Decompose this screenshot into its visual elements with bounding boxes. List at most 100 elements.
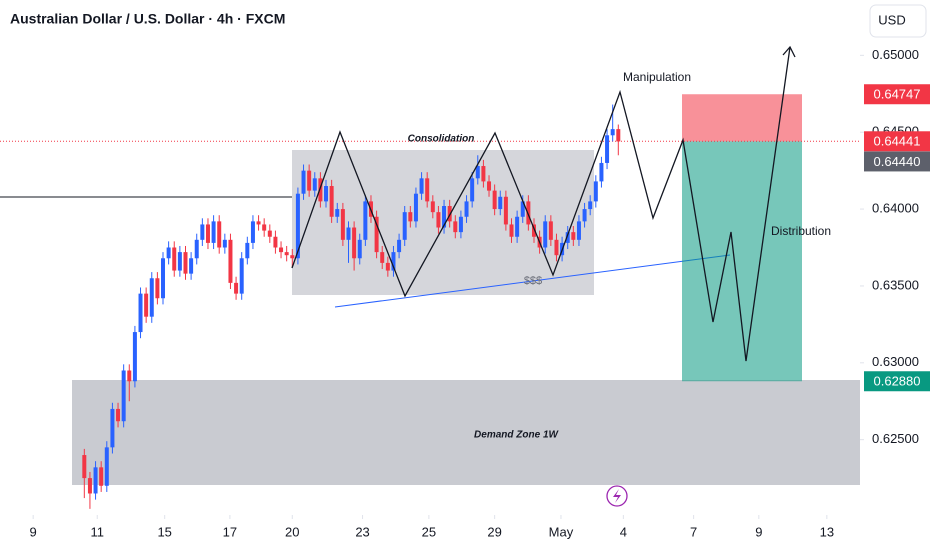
candle-body — [234, 282, 239, 294]
x-tick-label: 11 — [90, 524, 104, 539]
candle-body — [363, 201, 368, 240]
candle-body — [267, 230, 272, 237]
candle-body — [340, 209, 345, 240]
candle-body — [352, 227, 357, 259]
candle-body — [273, 236, 278, 248]
candle-body — [279, 247, 284, 253]
candle-body — [217, 221, 222, 248]
candle-body — [93, 467, 98, 494]
candle-body — [161, 258, 166, 299]
candle-body — [82, 455, 87, 479]
candle-body — [610, 129, 615, 136]
candle-body — [492, 190, 497, 210]
x-tick-label: 23 — [355, 524, 369, 539]
y-tick-label: 0.63500 — [872, 277, 919, 292]
trend-line — [334, 254, 731, 308]
x-tick-label: 15 — [157, 524, 171, 539]
target-zone — [682, 141, 802, 382]
candle-body — [442, 206, 447, 228]
candle-body — [335, 209, 340, 217]
candle-body — [127, 370, 132, 382]
y-tick-label: 0.64000 — [872, 201, 919, 216]
candle-body — [447, 206, 452, 222]
candle-body — [104, 447, 109, 486]
price-label-box — [864, 151, 930, 172]
candle-body — [250, 221, 255, 243]
candle-body — [436, 212, 441, 228]
candle-body — [357, 239, 362, 259]
price-label: 0.64441 — [874, 134, 921, 149]
candle-body — [284, 252, 289, 256]
candle-body — [172, 247, 177, 271]
candle-body — [138, 293, 143, 333]
candle-body — [543, 221, 548, 248]
candle-body — [121, 370, 126, 422]
chart-title: Australian Dollar / U.S. Dollar · 4h · F… — [10, 11, 285, 27]
demand-zone — [72, 380, 860, 485]
candle-body — [166, 247, 171, 259]
candle-body — [189, 258, 194, 274]
candle-body — [616, 129, 621, 142]
price-label: 0.62880 — [874, 374, 921, 389]
price-label: 0.64440 — [874, 154, 921, 169]
candle-body — [228, 239, 233, 283]
price-label: 0.64747 — [874, 87, 921, 102]
candle-body — [295, 193, 300, 259]
arrow-head — [782, 45, 796, 58]
candle-body — [458, 216, 463, 233]
candle-body — [576, 221, 581, 240]
candle-body — [571, 232, 576, 240]
x-tick-label: 13 — [820, 524, 834, 539]
candle-body — [397, 239, 402, 253]
event-bolt — [613, 489, 621, 503]
candle-body — [374, 216, 379, 253]
y-tick-label: 0.65000 — [872, 47, 919, 62]
candle-body — [548, 221, 553, 240]
x-tick-label: 17 — [223, 524, 237, 539]
x-tick-label: 25 — [422, 524, 436, 539]
candle-body — [588, 201, 593, 210]
candle-body — [380, 252, 385, 263]
candle-body — [290, 255, 295, 259]
candle-body — [307, 170, 312, 191]
currency-label: USD — [878, 12, 905, 27]
candle-body — [200, 224, 205, 240]
candle-body — [515, 216, 520, 237]
candle-body — [408, 212, 413, 222]
candle-body — [498, 196, 503, 210]
x-tick-label: 9 — [30, 524, 37, 539]
candle-body — [318, 178, 323, 202]
currency-button[interactable] — [869, 4, 927, 38]
candle-body — [385, 262, 390, 271]
candle-body — [464, 201, 469, 217]
candle-body — [144, 293, 149, 317]
candle-body — [222, 239, 227, 248]
candle-body — [301, 170, 306, 194]
candle-body — [402, 212, 407, 240]
x-tick-label: 7 — [690, 524, 697, 539]
candle-body — [312, 178, 317, 191]
candle-body — [487, 181, 492, 191]
consolidation-label: Consolidation — [408, 134, 475, 145]
candle-body — [194, 239, 199, 259]
candle-body — [470, 178, 475, 202]
candle-body — [599, 162, 604, 182]
manipulation-label: Manipulation — [623, 70, 691, 84]
y-tick-label: 0.62500 — [872, 431, 919, 446]
candle-body — [526, 201, 531, 225]
candle-body — [425, 178, 430, 202]
candle-body — [177, 252, 182, 271]
distribution-label: Distribution — [771, 224, 831, 238]
overlay: Consolidation Manipulation Distribution … — [291, 45, 831, 507]
price-label-box — [864, 371, 930, 392]
candle-body — [324, 186, 329, 202]
demand-zone-label: Demand Zone 1W — [474, 430, 559, 441]
candle-body — [183, 252, 188, 274]
candle-body — [419, 178, 424, 194]
candle-body — [509, 224, 514, 237]
x-tick-label: 20 — [285, 524, 299, 539]
candle-body — [116, 408, 121, 422]
candle-body — [149, 278, 154, 317]
candle-body — [413, 193, 418, 222]
candle-body — [110, 408, 115, 448]
